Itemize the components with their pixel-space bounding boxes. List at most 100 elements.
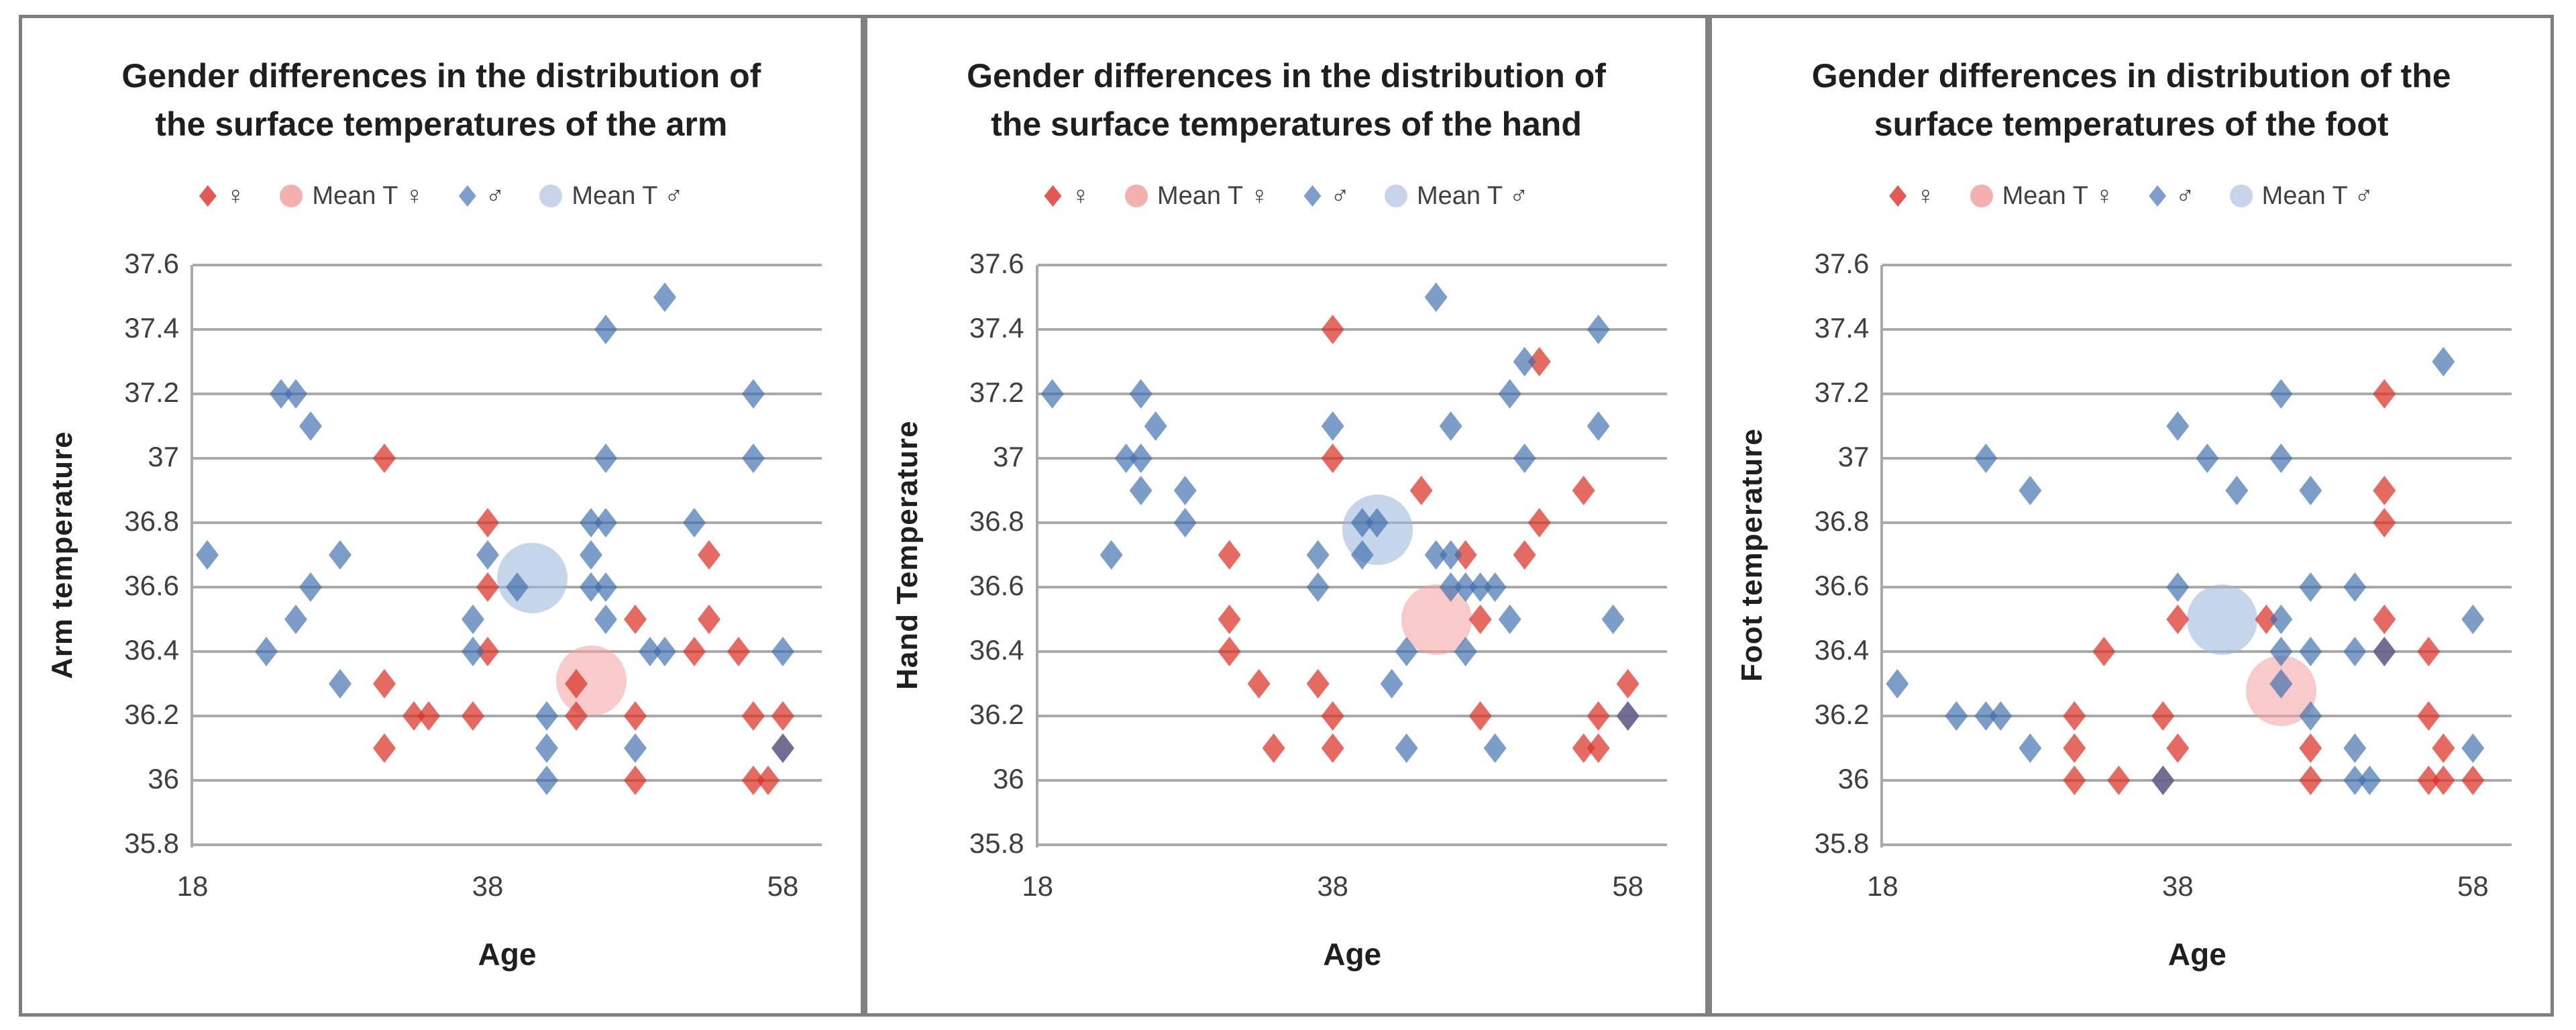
gridline-37.6	[1037, 264, 1667, 266]
female-point	[1468, 605, 1492, 634]
female-point	[1262, 733, 1285, 763]
male-point	[1439, 540, 1462, 570]
figure-frame: Gender differences in the distribution o…	[19, 15, 2554, 1017]
male-diamond-icon	[2149, 185, 2167, 207]
gridline-36.6	[1037, 586, 1667, 588]
legend-item-label: ♂	[485, 181, 505, 210]
legend: ♀ Mean T ♀ ♂ Mean T ♂	[22, 176, 861, 216]
gridline-37.2	[1037, 393, 1667, 395]
plot-area-arm: Age 37.6 37.4 37.2 37 36.8 36.6 36.4 36.2 36 35.8…	[124, 248, 822, 972]
legend: ♀ Mean T ♀ ♂ Mean T ♂	[1712, 176, 2551, 216]
female-point	[683, 637, 706, 666]
x-tick-label: 18	[176, 870, 209, 902]
female-point	[1247, 669, 1271, 699]
male-point	[535, 701, 558, 731]
mean-male-circle-icon	[1385, 185, 1407, 207]
y-tick-label: 37.4	[124, 312, 179, 344]
female-point	[757, 766, 780, 795]
male-point	[2269, 444, 2293, 473]
y-tick-label: 37	[992, 441, 1024, 472]
female-point	[2299, 733, 2322, 763]
y-tick-label: 36	[1837, 763, 1870, 794]
y-tick-label: 37	[1837, 441, 1870, 472]
male-point	[2343, 572, 2367, 602]
chart-title-line2: the surface temperatures of the hand	[991, 105, 1582, 143]
male-point	[742, 444, 765, 473]
gridline-35.8	[1037, 843, 1667, 846]
female-point	[698, 540, 720, 570]
female-point	[1572, 476, 1595, 505]
y-tick-label: 37.6	[1814, 248, 1870, 279]
male-point	[462, 605, 484, 634]
male-point	[535, 733, 558, 763]
male-point	[2373, 637, 2396, 666]
chart-title-arm: Gender differences in the distribution o…	[22, 52, 861, 148]
male-point	[2432, 347, 2455, 376]
female-point	[1587, 733, 1610, 763]
legend-item-female: ♀	[1889, 182, 1935, 211]
male-point	[1321, 411, 1344, 441]
male-point	[2166, 411, 2190, 441]
female-point	[2063, 733, 2086, 763]
male-point	[1513, 347, 1536, 376]
male-point	[1513, 444, 1536, 473]
y-axis-line	[191, 265, 193, 847]
gridline-36	[1882, 779, 2512, 782]
male-point	[771, 733, 794, 763]
male-point	[594, 444, 617, 473]
male-point	[1587, 411, 1610, 441]
legend: ♀ Mean T ♀ ♂ Mean T ♂	[867, 176, 1706, 216]
male-point	[1498, 379, 1521, 409]
y-tick-label: 37.6	[969, 248, 1024, 279]
female-point	[2417, 637, 2440, 666]
gridline-37	[193, 457, 822, 460]
female-point	[2373, 379, 2396, 409]
mean-female-circle-icon	[1124, 185, 1148, 207]
panel-foot: Gender differences in distribution of th…	[1712, 18, 2551, 1013]
y-tick-label: 36.8	[969, 505, 1024, 537]
female-point	[1616, 669, 1640, 699]
male-point	[2358, 766, 2381, 795]
female-point	[476, 572, 499, 602]
male-point	[1424, 282, 1448, 312]
chart-title-line1: Gender differences in distribution of th…	[1811, 57, 2451, 95]
legend-item-male: ♂	[458, 181, 505, 211]
male-point	[535, 766, 558, 795]
panel-divider	[1705, 18, 1713, 1013]
female-point	[1218, 637, 1241, 666]
female-point	[1306, 669, 1330, 699]
y-tick-label: 36.2	[969, 699, 1024, 730]
legend-item-label: Mean T ♀	[2002, 181, 2114, 210]
female-point	[1218, 540, 1241, 570]
y-tick-label: 36.4	[969, 634, 1024, 666]
male-point	[594, 508, 617, 537]
x-tick-label: 38	[472, 870, 504, 902]
legend-item-mean-male: Mean T ♂	[1385, 182, 1529, 211]
male-point	[771, 637, 794, 666]
gridline-36.2	[1037, 715, 1667, 717]
male-point	[1483, 572, 1507, 602]
chart-title-foot: Gender differences in distribution of th…	[1712, 52, 2551, 148]
female-point	[1513, 540, 1536, 570]
gridline-37.4	[193, 328, 822, 331]
female-point	[2166, 605, 2190, 634]
legend-item-label: ♀	[1916, 181, 1935, 210]
y-axis-line	[1880, 265, 1884, 847]
y-tick-label: 37.4	[969, 312, 1024, 344]
female-point	[2373, 476, 2396, 505]
y-tick-label: 36	[992, 763, 1024, 794]
female-point	[1321, 701, 1344, 731]
male-point	[284, 605, 307, 634]
female-point	[1527, 508, 1551, 537]
y-tick-label: 36.8	[1814, 505, 1870, 537]
male-point	[2343, 733, 2367, 763]
male-point	[2166, 572, 2190, 602]
male-point	[594, 572, 617, 602]
y-axis-label: Arm temperature	[46, 431, 78, 679]
male-point	[284, 379, 307, 409]
gridline-36	[1037, 779, 1667, 782]
y-tick-label: 36.2	[1814, 699, 1870, 730]
chart-title-hand: Gender differences in the distribution o…	[867, 52, 1706, 148]
female-point	[2151, 701, 2175, 731]
male-point	[2019, 733, 2042, 763]
